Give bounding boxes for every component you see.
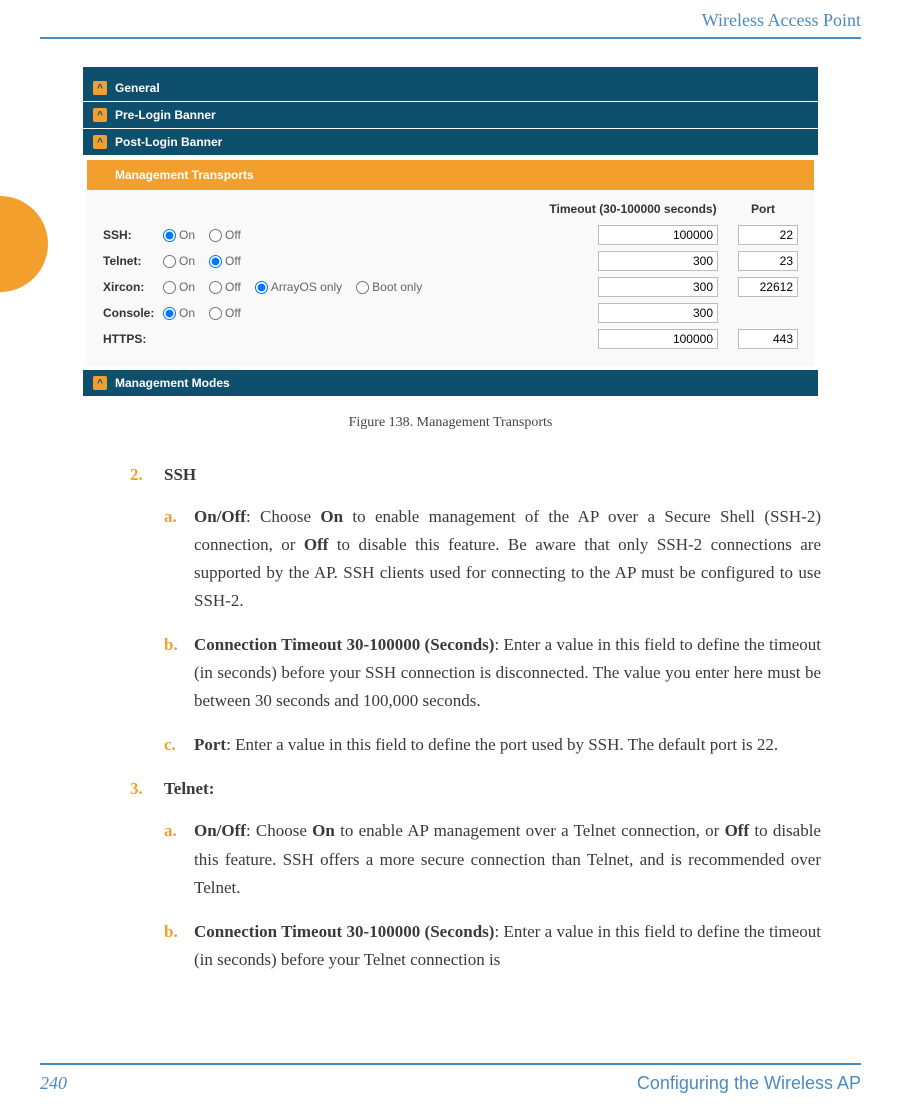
accordion-general[interactable]: ^ General	[83, 75, 818, 102]
row-https: HTTPS:	[103, 326, 798, 352]
telnet-on-radio[interactable]: On	[163, 254, 195, 268]
row-label: Telnet:	[103, 254, 163, 268]
management-transports-figure: ^ General ^ Pre-Login Banner ^ Post-Logi…	[83, 67, 818, 397]
list-marker: 3.	[130, 775, 164, 803]
ssh-on-radio[interactable]: On	[163, 228, 195, 242]
chevron-up-icon: ^	[93, 376, 107, 390]
xircon-timeout-input[interactable]	[598, 277, 718, 297]
https-timeout-input[interactable]	[598, 329, 718, 349]
chevron-up-icon: ^	[93, 81, 107, 95]
https-port-input[interactable]	[738, 329, 798, 349]
page-footer: 240 Configuring the Wireless AP	[40, 1063, 861, 1094]
row-label: HTTPS:	[103, 332, 163, 346]
row-telnet: Telnet: On Off	[103, 248, 798, 274]
list-item-2: 2. SSH	[130, 461, 821, 489]
figure-caption: Figure 138. Management Transports	[40, 415, 861, 431]
accordion-label: Pre-Login Banner	[115, 108, 216, 122]
list-title: SSH	[164, 461, 196, 489]
accordion-mgmt-transports[interactable]: Management Transports	[87, 160, 814, 190]
ssh-port-input[interactable]	[738, 225, 798, 245]
console-off-radio[interactable]: Off	[209, 306, 241, 320]
sub-marker: b.	[164, 918, 194, 974]
panel-body: Timeout (30-100000 seconds) Port SSH: On…	[87, 190, 814, 366]
row-label: SSH:	[103, 228, 163, 242]
row-label: Console:	[103, 306, 163, 320]
console-timeout-input[interactable]	[598, 303, 718, 323]
ssh-off-radio[interactable]: Off	[209, 228, 241, 242]
row-console: Console: On Off	[103, 300, 798, 326]
page-number: 240	[40, 1073, 67, 1094]
col-header-timeout: Timeout (30-100000 seconds)	[538, 202, 728, 216]
body-text: 2. SSH a. On/Off: Choose On to enable ma…	[40, 461, 861, 974]
running-header: Wireless Access Point	[40, 10, 861, 39]
sub-marker: c.	[164, 731, 194, 759]
sub-marker: b.	[164, 631, 194, 715]
xircon-port-input[interactable]	[738, 277, 798, 297]
xircon-arrayos-radio[interactable]: ArrayOS only	[255, 280, 342, 294]
list-marker: 2.	[130, 461, 164, 489]
list-item-2a: a. On/Off: Choose On to enable managemen…	[164, 503, 821, 615]
list-item-2c: c. Port: Enter a value in this field to …	[164, 731, 821, 759]
accordion-label: Management Transports	[115, 168, 254, 182]
accordion-label: Management Modes	[115, 376, 230, 390]
xircon-off-radio[interactable]: Off	[209, 280, 241, 294]
sub-marker: a.	[164, 503, 194, 615]
list-item-3b: b. Connection Timeout 30-100000 (Seconds…	[164, 918, 821, 974]
sub-marker: a.	[164, 817, 194, 901]
chevron-up-icon: ^	[93, 108, 107, 122]
row-xircon: Xircon: On Off ArrayOS only Boot only	[103, 274, 798, 300]
accordion-label: Post-Login Banner	[115, 135, 222, 149]
ssh-timeout-input[interactable]	[598, 225, 718, 245]
xircon-boot-radio[interactable]: Boot only	[356, 280, 422, 294]
accordion-postlogin[interactable]: ^ Post-Login Banner	[83, 129, 818, 156]
footer-title: Configuring the Wireless AP	[637, 1073, 861, 1094]
list-item-3a: a. On/Off: Choose On to enable AP manage…	[164, 817, 821, 901]
telnet-off-radio[interactable]: Off	[209, 254, 241, 268]
row-label: Xircon:	[103, 280, 163, 294]
row-ssh: SSH: On Off	[103, 222, 798, 248]
console-on-radio[interactable]: On	[163, 306, 195, 320]
chevron-up-icon: ^	[93, 135, 107, 149]
list-item-2b: b. Connection Timeout 30-100000 (Seconds…	[164, 631, 821, 715]
telnet-port-input[interactable]	[738, 251, 798, 271]
xircon-on-radio[interactable]: On	[163, 280, 195, 294]
col-header-port: Port	[728, 202, 798, 216]
accordion-prelogin[interactable]: ^ Pre-Login Banner	[83, 102, 818, 129]
list-item-3: 3. Telnet:	[130, 775, 821, 803]
accordion-label: General	[115, 81, 160, 95]
list-title: Telnet:	[164, 775, 214, 803]
telnet-timeout-input[interactable]	[598, 251, 718, 271]
accordion-mgmt-modes[interactable]: ^ Management Modes	[83, 370, 818, 397]
